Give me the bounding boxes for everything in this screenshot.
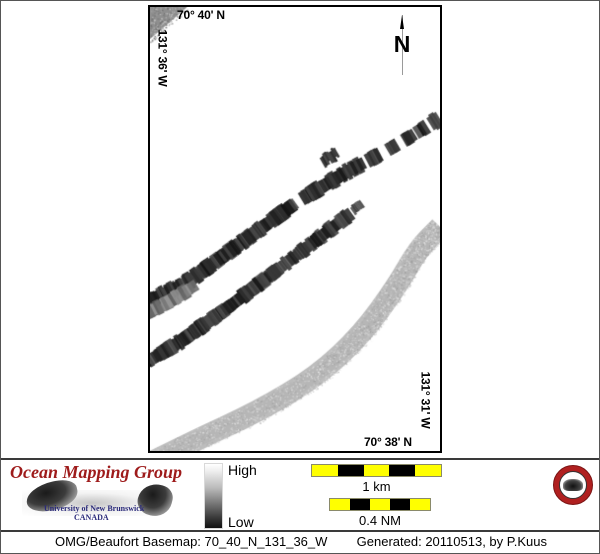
legend-divider-bottom	[1, 530, 599, 532]
seal-inner-disc	[559, 471, 587, 499]
scalebar-km: 1 km	[311, 464, 442, 494]
scalebar-segment	[370, 499, 390, 510]
scalebar-segment	[390, 499, 410, 510]
logo-title: Ocean Mapping Group	[10, 462, 183, 482]
footer-basemap-label: OMG/Beaufort Basemap: 70_40_N_131_36_W	[54, 534, 328, 549]
scalebar-segment	[330, 499, 350, 510]
scalebar-segment	[410, 499, 430, 510]
coord-label-east: 131° 31' W	[418, 371, 433, 429]
scalebar-km-label: 1 km	[362, 479, 391, 494]
colorbar-high-label: High	[228, 462, 257, 478]
colorbar-low-label: Low	[228, 514, 254, 530]
scalebar-segment	[312, 465, 338, 476]
scalebar-segment	[389, 465, 416, 476]
north-arrow-head	[400, 15, 404, 29]
north-arrow-shaft	[402, 15, 403, 75]
scalebar-segment	[363, 465, 390, 476]
logo-country: CANADA	[74, 513, 109, 522]
scalebar-nm-bar	[329, 498, 431, 511]
seal-glyph-icon	[563, 479, 583, 491]
unb-geodesy-seal-logo	[553, 465, 593, 505]
footer-caption: OMG/Beaufort Basemap: 70_40_N_131_36_W G…	[1, 534, 599, 549]
north-arrow-label: N	[393, 31, 411, 57]
coord-label-north: 70° 40' N	[177, 8, 225, 22]
colorbar-gradient	[204, 463, 223, 529]
coord-label-west: 131° 36' W	[155, 29, 170, 87]
scalebar-nm: 0.4 NM	[329, 498, 431, 528]
scalebar-segment	[350, 499, 370, 510]
scalebar-nm-label: 0.4 NM	[359, 513, 401, 528]
north-arrow-icon: N	[391, 15, 413, 75]
logo-university: University of New Brunswick	[44, 504, 145, 513]
legend-divider-top	[1, 458, 599, 460]
scalebar-km-bar	[311, 464, 442, 477]
scalebar-segment	[415, 465, 441, 476]
depth-colorbar-legend: High Low	[204, 462, 294, 530]
coord-label-south: 70° 38' N	[364, 435, 412, 449]
map-panel[interactable]	[148, 5, 442, 453]
scalebar-segment	[337, 465, 364, 476]
ocean-mapping-group-logo: Ocean Mapping Group University of New Br…	[6, 460, 192, 528]
footer-generated-label: Generated: 20110513, by P.Kuus	[356, 534, 548, 549]
bathymetry-canvas[interactable]	[150, 7, 440, 451]
